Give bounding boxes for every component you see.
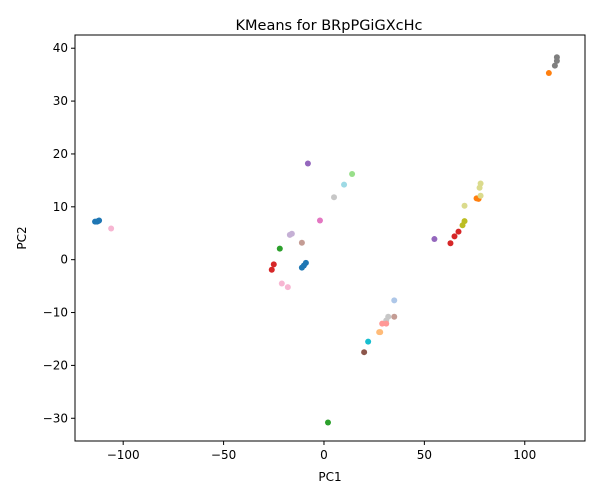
y-tick-label: −20	[43, 358, 68, 372]
y-tick-label: −30	[43, 411, 68, 425]
x-tick-label: −50	[211, 448, 236, 462]
data-point-30	[477, 192, 484, 199]
y-axis-label: PC2	[15, 226, 29, 249]
data-point-18	[298, 264, 305, 271]
data-point-7	[341, 181, 348, 188]
data-point-19	[278, 280, 285, 287]
data-point-3	[92, 218, 99, 225]
data-point-4	[108, 225, 115, 232]
data-point-11	[286, 231, 293, 238]
y-axis-ticks: −30 −20 −10 0 10 20 30 40	[43, 41, 75, 425]
x-tick-label: 0	[320, 448, 328, 462]
x-axis-ticks: −100 −50 0 50 100	[107, 441, 536, 462]
data-point-5	[304, 160, 311, 167]
data-point-8	[331, 194, 338, 201]
data-point-27	[461, 202, 468, 209]
y-tick-label: 10	[53, 200, 68, 214]
data-point-34	[551, 62, 558, 69]
data-point-44	[376, 329, 383, 336]
data-point-15	[268, 266, 275, 273]
plot-frame	[74, 34, 586, 442]
data-point-24	[455, 228, 462, 235]
data-point-32	[477, 180, 484, 187]
x-axis-label: PC1	[318, 470, 341, 484]
x-tick-label: 100	[513, 448, 536, 462]
data-point-26	[461, 218, 468, 225]
y-tick-label: −10	[43, 306, 68, 320]
x-tick-label: 50	[417, 448, 432, 462]
x-tick-label: −100	[107, 448, 140, 462]
y-tick-label: 40	[53, 41, 68, 55]
data-point-9	[316, 217, 323, 224]
data-point-12	[298, 239, 305, 246]
data-point-14	[270, 261, 277, 268]
data-point-42	[379, 320, 386, 327]
data-point-23	[451, 233, 458, 240]
data-point-45	[365, 338, 372, 345]
data-point-33	[545, 70, 552, 77]
data-point-6	[349, 171, 356, 178]
data-point-20	[284, 284, 291, 291]
data-point-13	[276, 245, 283, 252]
y-tick-label: 20	[53, 147, 68, 161]
data-point-22	[447, 240, 454, 247]
chart-title: KMeans for BRpPGiGXcHc	[236, 18, 423, 34]
data-point-46	[361, 349, 368, 356]
data-point-38	[391, 313, 398, 320]
y-tick-label: 30	[53, 94, 68, 108]
data-point-37	[391, 297, 398, 304]
data-point-21	[431, 236, 438, 243]
data-point-36	[553, 54, 560, 61]
data-point-47	[324, 419, 331, 426]
points-layer	[92, 54, 560, 426]
y-tick-label: 0	[60, 253, 68, 267]
